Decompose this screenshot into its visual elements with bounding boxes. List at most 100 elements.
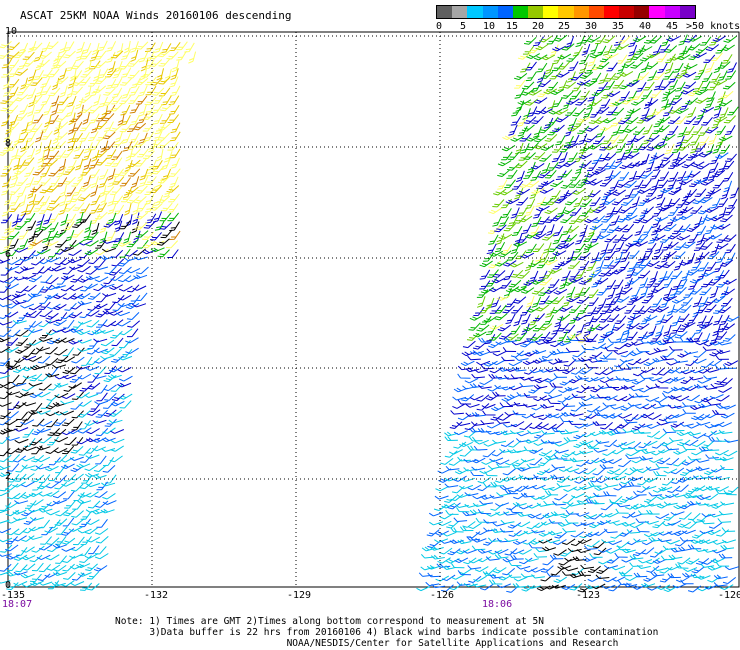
wind-barb (445, 509, 459, 515)
wind-barb (529, 270, 539, 282)
wind-barb (676, 484, 689, 492)
legend-label-7: 35 (612, 21, 625, 32)
wind-barb (45, 159, 58, 167)
wind-barb (457, 399, 472, 405)
wind-barb (140, 59, 149, 72)
wind-barb (527, 429, 541, 435)
wind-barb (494, 241, 506, 253)
wind-barb (621, 522, 636, 527)
wind-barb (544, 287, 558, 294)
wind-barb (625, 494, 640, 501)
wind-barb (63, 166, 76, 176)
wind-barb (716, 234, 729, 244)
wind-barb (73, 536, 85, 546)
wind-barb (49, 195, 61, 205)
wind-barb (589, 196, 601, 207)
wind-barb (78, 95, 92, 103)
wind-barb (631, 98, 645, 106)
wind-barb (526, 463, 541, 469)
wind-barb (82, 175, 91, 188)
wind-barb (536, 71, 546, 83)
wind-barb (665, 241, 679, 249)
wind-barb (23, 284, 37, 292)
wind-barb (160, 229, 173, 239)
wind-barb (142, 112, 156, 121)
wind-barb (654, 225, 668, 233)
wind-barb (28, 526, 43, 532)
wind-barb (103, 121, 114, 132)
wind-barb (15, 564, 28, 573)
wind-barb (2, 141, 13, 152)
wind-barb (95, 239, 107, 249)
wind-barb (531, 279, 546, 285)
wind-barb (670, 547, 685, 553)
wind-barb (629, 466, 644, 472)
wind-barb (573, 243, 586, 253)
wind-barb (719, 584, 734, 591)
wind-barb (157, 175, 171, 184)
wind-barb (526, 522, 540, 530)
wind-barb (612, 234, 625, 243)
wind-barb (570, 171, 582, 181)
wind-barb (550, 474, 565, 480)
wind-barb (700, 519, 715, 525)
wind-barb (120, 77, 133, 86)
lat-label-6: 6 (5, 249, 12, 260)
wind-barb (0, 571, 11, 576)
wind-barb (32, 286, 45, 295)
wind-barb (484, 333, 496, 345)
wind-barb (37, 59, 50, 68)
wind-barb (106, 230, 116, 242)
wind-barb (0, 382, 10, 388)
wind-barb (421, 546, 436, 552)
wind-barb (135, 77, 149, 86)
wind-barb (156, 68, 164, 81)
wind-barb (580, 564, 595, 570)
wind-barb (662, 70, 675, 80)
wind-barb (38, 320, 52, 328)
wind-barb (118, 266, 132, 275)
wind-barb (80, 536, 92, 546)
wind-barb (709, 513, 724, 518)
wind-barb (608, 98, 621, 107)
wind-barb (15, 112, 28, 121)
wind-barb (544, 376, 559, 383)
wind-barb (510, 135, 525, 142)
wind-barb (638, 423, 653, 428)
wind-barb (38, 420, 53, 427)
lat-label-10: 10 (5, 26, 18, 37)
wind-barb (138, 104, 147, 117)
wind-barb (45, 411, 60, 417)
wind-barb (516, 392, 531, 397)
wind-barb (501, 144, 516, 152)
wind-barb (111, 238, 123, 248)
wind-barb (589, 521, 603, 529)
wind-barb (444, 495, 458, 503)
wind-barb (720, 412, 735, 419)
wind-barb (488, 549, 503, 555)
wind-barb (663, 585, 678, 593)
wind-barb (654, 216, 669, 222)
wind-barb (519, 382, 534, 388)
wind-barb (70, 581, 85, 587)
wind-barb (0, 563, 12, 572)
wind-barb (638, 559, 653, 564)
wind-barb (159, 221, 172, 230)
wind-barb (583, 545, 598, 550)
wind-barb (517, 206, 528, 217)
wind-barb (548, 394, 563, 399)
wind-barb (577, 304, 589, 315)
wind-barb (93, 464, 107, 473)
wind-barb (664, 143, 675, 155)
wind-barb (626, 277, 640, 285)
wind-barb (36, 347, 51, 352)
wind-barb (649, 457, 664, 463)
wind-barb (671, 315, 681, 327)
wind-barb (38, 436, 52, 444)
wind-barb (28, 340, 43, 346)
wind-barb (587, 576, 602, 582)
wind-barb (158, 76, 171, 85)
wind-barb (511, 106, 522, 117)
wind-barb (0, 50, 11, 59)
wind-barb (463, 582, 478, 588)
